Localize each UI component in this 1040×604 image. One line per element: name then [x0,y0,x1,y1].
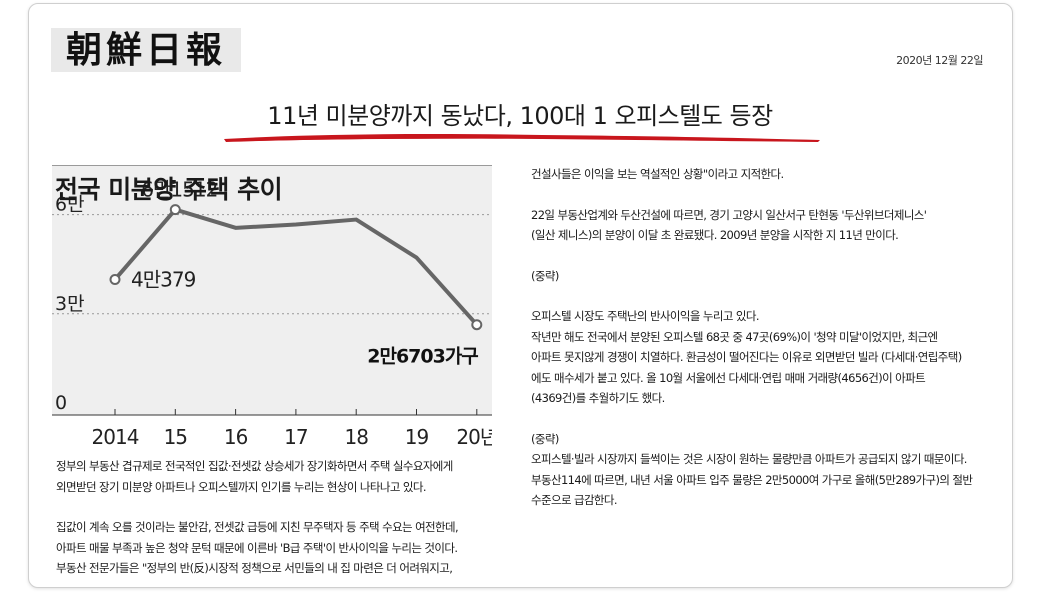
data-label: 6만1512 [141,178,217,202]
x-tick-label: 17 [284,425,308,449]
publish-date: 2020년 12월 22일 [896,54,983,67]
text-line: 집값이 계속 오를 것이라는 불안감, 전셋값 급등에 지친 무주택자 등 주택… [56,520,459,534]
left-paragraph-2: 집값이 계속 오를 것이라는 불안감, 전셋값 급등에 지친 무주택자 등 주택… [56,517,496,579]
right-paragraph-2: 22일 부동산업계와 두산건설에 따르면, 경기 고양시 일산서구 탄현동 '두… [531,205,1006,246]
x-tick-label: 20년 [456,425,492,449]
article-headline: 11년 미분양까지 동났다, 100대 1 오피스텔도 등장 [267,102,773,130]
data-point [471,319,483,331]
plot-background [52,165,492,415]
x-tick-label: 19 [405,425,429,449]
right-column: 건설사들은 이익을 보는 역설적인 상황"이라고 지적한다. 22일 부동산업계… [531,164,1006,511]
unsold-housing-chart: 0 3만 6만 2014 15 16 17 18 19 20년 4만379 6만1512 2만6703가… [52,165,492,449]
left-column: 정부의 부동산 겹규제로 전국적인 집값·전셋값 상승세가 장기화하면서 주택 … [56,456,496,579]
text-line: 작년만 해도 전국에서 분양된 오피스텔 68곳 중 47곳(69%)이 '청약… [531,329,938,344]
text-line: 아파트 못지않게 경쟁이 치열하다. 환금성이 떨어진다는 이유로 외면받던 빌… [531,350,962,364]
text-line: 아파트 매물 부족과 높은 청약 문턱 때문에 이른바 'B급 주택'이 반사이… [56,540,458,555]
text-line: 수준으로 급감한다. [531,493,618,507]
x-tick-label: 16 [224,425,248,449]
omission-marker: (중략) [531,266,1006,287]
red-brush-underline [224,134,820,142]
left-paragraph-1: 정부의 부동산 겹규제로 전국적인 집값·전셋값 상승세가 장기화하면서 주택 … [56,456,496,497]
x-tick-label: 15 [164,425,187,449]
y-tick-label: 0 [55,392,67,414]
text-line: 오피스텔 시장도 주택난의 반사이익을 누리고 있다. [531,309,760,323]
newspaper-logo: 朝鮮日報 [51,28,241,72]
text-line: 건설사들은 이익을 보는 역설적인 상황"이라고 지적한다. [531,167,784,181]
data-label: 4만379 [131,267,196,291]
text-line: 22일 부동산업계와 두산건설에 따르면, 경기 고양시 일산서구 탄현동 '두… [531,207,927,222]
text-line: (중략) [531,268,559,283]
data-label: 2만6703가구 [367,346,478,368]
text-line: 정부의 부동산 겹규제로 전국적인 집값·전셋값 상승세가 장기화하면서 주택 … [56,459,453,473]
right-paragraph-3: 오피스텔 시장도 주택난의 반사이익을 누리고 있다. 작년만 해도 전국에서 … [531,306,1006,409]
right-paragraph-4: (중략) 오피스텔·빌라 시장까지 들썩이는 것은 시장이 원하는 물량만큼 아… [531,429,1006,511]
text-line: (중략) [531,431,559,446]
data-point [109,273,121,285]
text-line: (일산 제니스)의 분양이 이달 초 완료됐다. 2009년 분양을 시작한 지… [531,228,899,242]
chart-title: 전국 미분양 주택 추이 [55,175,283,204]
y-tick-label: 3만 [55,293,85,315]
text-line: 오피스텔·빌라 시장까지 들썩이는 것은 시장이 원하는 물량만큼 아파트가 공… [531,452,967,466]
text-line: (4369건)를 추월하기도 했다. [531,391,665,405]
x-tick-label: 18 [344,425,368,449]
text-line: 에도 매수세가 붙고 있다. 올 10월 서울에선 다세대·연립 매매 거래량(… [531,370,926,385]
data-label-background [347,342,480,369]
text-line: 부동산114에 따르면, 내년 서울 아파트 입주 물량은 2만5000여 가구… [531,472,973,487]
text-line: 외면받던 장기 미분양 아파트나 오피스텔까지 인기를 누리는 현상이 나타나고… [56,479,426,494]
x-tick-label: 2014 [92,425,139,449]
data-point [169,204,181,216]
right-paragraph-1: 건설사들은 이익을 보는 역설적인 상황"이라고 지적한다. [531,164,1006,185]
y-tick-label: 6만 [55,194,85,216]
text-line: 부동산 전문가들은 "정부의 반(反)시장적 정책으로 서민들의 내 집 마련은… [56,561,453,575]
